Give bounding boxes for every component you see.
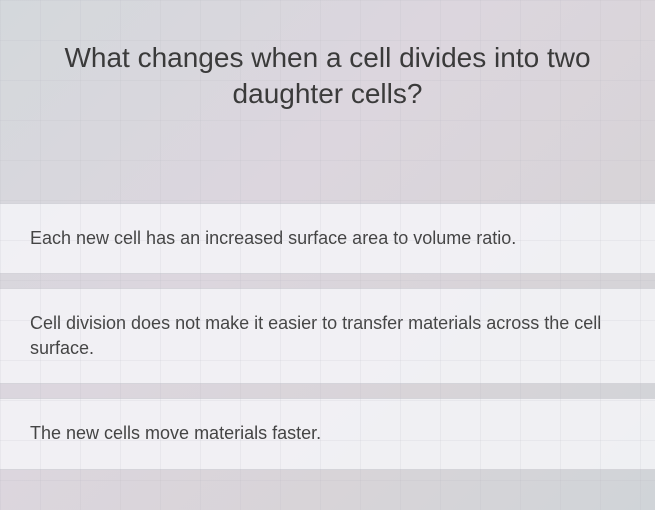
options-area: Each new cell has an increased surface a… bbox=[0, 203, 655, 470]
answer-option-label: Each new cell has an increased surface a… bbox=[30, 228, 516, 248]
answer-option-label: Cell division does not make it easier to… bbox=[30, 313, 601, 358]
answer-option-3[interactable]: The new cells move materials faster. bbox=[0, 398, 655, 469]
answer-option-1[interactable]: Each new cell has an increased surface a… bbox=[0, 203, 655, 274]
answer-option-label: The new cells move materials faster. bbox=[30, 423, 321, 443]
question-text: What changes when a cell divides into tw… bbox=[40, 40, 615, 113]
answer-option-2[interactable]: Cell division does not make it easier to… bbox=[0, 288, 655, 384]
question-area: What changes when a cell divides into tw… bbox=[0, 0, 655, 143]
